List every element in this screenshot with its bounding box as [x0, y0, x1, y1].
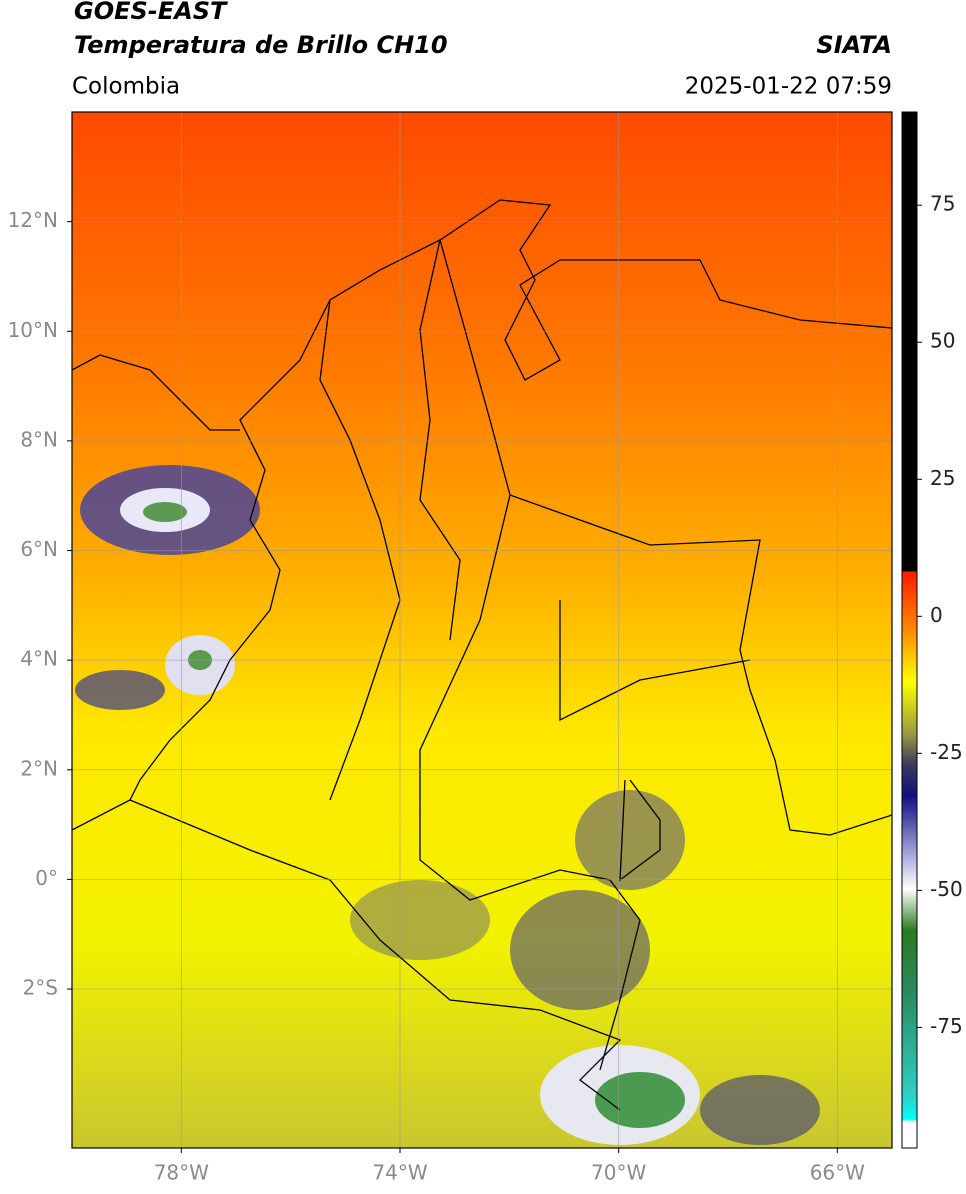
region: Colombia: [72, 74, 180, 100]
lat-tick-label: 6°N: [20, 537, 58, 561]
lat-tick-label: 2°N: [20, 756, 58, 780]
lat-tick-label: 0°: [35, 866, 58, 890]
org: SIATA: [816, 31, 892, 59]
graticule: [72, 112, 892, 1148]
colorbar-tick-label: -25: [930, 740, 963, 764]
lon-tick-label: 78°W: [154, 1161, 209, 1185]
lon-tick-label: 70°W: [591, 1161, 646, 1185]
lat-tick-label: 4°N: [20, 647, 58, 671]
lat-tick-label: 10°N: [8, 318, 58, 342]
colorbar-tick-label: 50: [930, 329, 955, 353]
colorbar-tick-label: -50: [930, 877, 963, 901]
satellite-image: [72, 112, 892, 1148]
datetime: 2025-01-22 07:59: [685, 74, 892, 100]
title: GOES-EAST: [74, 0, 228, 25]
lat-tick-label: 2°S: [23, 976, 58, 1000]
colorbar-tick-label: 25: [930, 466, 955, 490]
lon-tick-label: 66°W: [810, 1161, 865, 1185]
lat-tick-label: 12°N: [8, 208, 58, 232]
colorbar-tick-label: -75: [930, 1014, 963, 1038]
map-frame: [71, 111, 893, 1149]
colorbar-tick-label: 0: [930, 603, 943, 627]
colorbar: [901, 111, 918, 1149]
colorbar-tick-label: 75: [930, 192, 955, 216]
lat-tick-label: 8°N: [20, 427, 58, 451]
lon-tick-label: 74°W: [372, 1161, 427, 1185]
subtitle: Temperatura de Brillo CH10: [74, 31, 448, 59]
